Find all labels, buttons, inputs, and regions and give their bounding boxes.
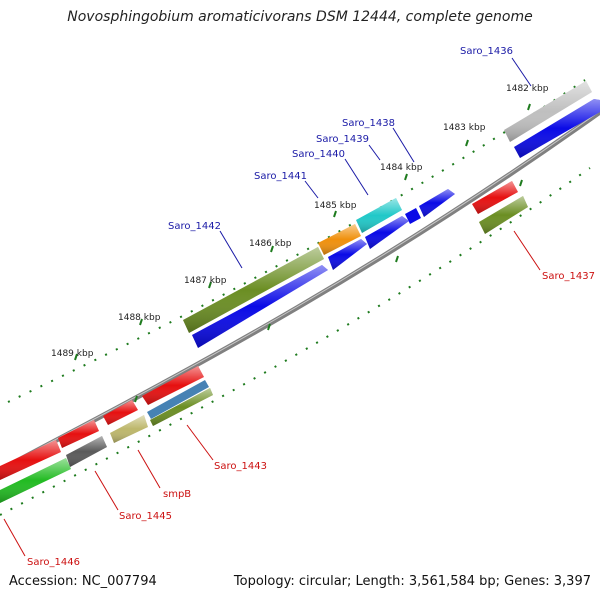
label-saro-1445[interactable]: Saro_1445 bbox=[119, 511, 172, 522]
tick-label-1489: 1489 kbp bbox=[51, 349, 94, 359]
forward-features bbox=[183, 81, 600, 348]
label-saro-1439[interactable]: Saro_1439 bbox=[316, 134, 369, 145]
map-title: Novosphingobium aromaticivorans DSM 1244… bbox=[67, 9, 533, 25]
forward-leaders bbox=[219, 57, 532, 269]
tick-label-1483: 1483 kbp bbox=[443, 123, 486, 133]
tick-mark bbox=[74, 353, 78, 361]
tick-label-1482: 1482 kbp bbox=[506, 84, 549, 94]
leader-saro-1445 bbox=[94, 470, 119, 511]
tick-mark bbox=[270, 245, 274, 253]
label-saro-1438[interactable]: Saro_1438 bbox=[342, 118, 395, 129]
label-smpb[interactable]: smpB bbox=[163, 489, 191, 500]
tick-mark bbox=[139, 318, 143, 326]
label-saro-1440[interactable]: Saro_1440 bbox=[292, 149, 345, 160]
leader-saro-1437 bbox=[513, 230, 541, 271]
genome-backbone-highlight bbox=[0, 110, 600, 470]
tick-mark bbox=[395, 255, 399, 263]
tick-mark bbox=[404, 173, 408, 181]
tick-label-1485: 1485 kbp bbox=[314, 201, 357, 211]
genome-summary-text: Topology: circular; Length: 3,561,584 bp… bbox=[233, 574, 591, 589]
tick-mark bbox=[519, 179, 523, 187]
feature-saro-1443-misc[interactable] bbox=[147, 380, 209, 419]
tick-label-1488: 1488 kbp bbox=[118, 313, 161, 323]
tick-mark bbox=[134, 395, 138, 403]
leader-saro-1441 bbox=[304, 180, 319, 199]
leader-saro-1439 bbox=[368, 144, 381, 161]
tick-label-1486: 1486 kbp bbox=[249, 239, 292, 249]
reverse-feature-shading bbox=[0, 181, 528, 503]
leader-saro-1436 bbox=[511, 57, 532, 87]
tick-mark bbox=[208, 281, 212, 289]
accession-text: Accession: NC_007794 bbox=[9, 574, 157, 589]
reverse-features bbox=[0, 181, 528, 503]
label-saro-1436[interactable]: Saro_1436 bbox=[460, 46, 513, 57]
label-saro-1443[interactable]: Saro_1443 bbox=[214, 461, 267, 472]
genome-backbone bbox=[0, 109, 600, 473]
tick-mark bbox=[267, 323, 271, 331]
leader-smpb bbox=[137, 449, 161, 489]
leader-saro-1442 bbox=[219, 230, 243, 269]
tick-label-1487: 1487 kbp bbox=[184, 276, 227, 286]
feature-saro-1439-cds[interactable] bbox=[405, 208, 421, 224]
tick-mark bbox=[527, 103, 531, 111]
label-saro-1442[interactable]: Saro_1442 bbox=[168, 221, 221, 232]
reverse-leaders bbox=[3, 230, 541, 557]
forward-feature-shading bbox=[183, 81, 600, 348]
tick-mark bbox=[465, 139, 469, 147]
leader-saro-1446 bbox=[3, 518, 26, 557]
leader-saro-1440 bbox=[344, 158, 369, 196]
label-saro-1446[interactable]: Saro_1446 bbox=[27, 557, 80, 568]
leader-saro-1438 bbox=[392, 127, 415, 163]
label-saro-1437[interactable]: Saro_1437 bbox=[542, 271, 595, 282]
tick-label-1484: 1484 kbp bbox=[380, 163, 423, 173]
label-saro-1441[interactable]: Saro_1441 bbox=[254, 171, 307, 182]
tick-mark bbox=[333, 210, 337, 218]
leader-saro-1443 bbox=[186, 424, 214, 461]
